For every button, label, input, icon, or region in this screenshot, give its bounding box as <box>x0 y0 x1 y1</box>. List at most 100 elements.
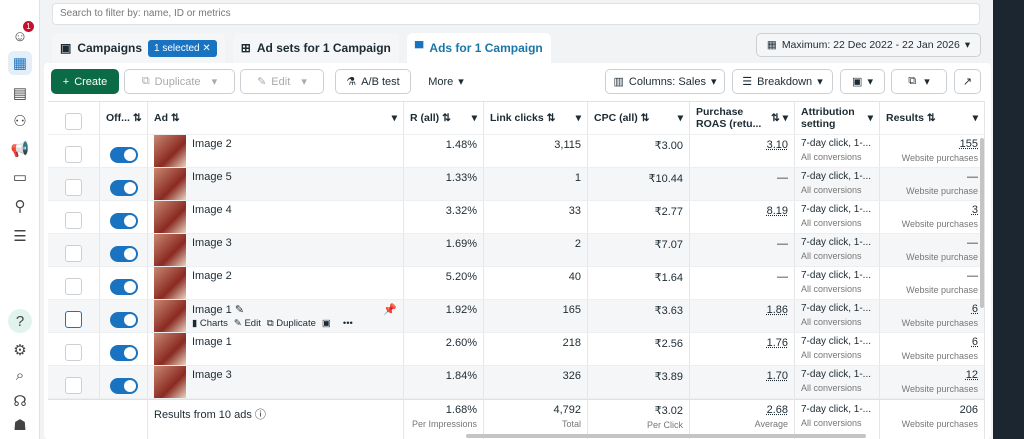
breakdown-button[interactable]: ☰ Breakdown ▾ <box>732 69 833 94</box>
chart-view-button[interactable]: ↗ <box>954 69 981 94</box>
row-checkbox[interactable] <box>65 146 82 163</box>
header-roas[interactable]: Purchase ROAS (retu... ⇅ ▾ <box>690 102 795 134</box>
value: 155 <box>959 138 978 150</box>
reports-button[interactable]: ▣ ▾ <box>840 69 885 94</box>
selected-chip[interactable]: 1 selected ✕ <box>148 39 217 57</box>
on-off-toggle[interactable] <box>109 312 138 328</box>
table-row[interactable]: Image 2 1.48% 3,115 ₹3.00 3.10 7-day cli… <box>48 135 985 168</box>
table-row[interactable]: Image 1 ✎ 📌 ▮ Charts ✎ Edit ⧉ Duplicate ▣ ••• … <box>48 300 985 333</box>
on-off-toggle[interactable] <box>109 279 138 295</box>
table-row[interactable]: Image 3 1.84% 326 ₹3.89 1.70 7-day click… <box>48 366 985 399</box>
ad-name[interactable]: Image 1 <box>192 304 232 316</box>
header-label: CPC (all) <box>594 112 638 124</box>
header-label: Attribution setting <box>801 106 855 130</box>
duplicate-button[interactable]: ⧉ Duplicate ▾ <box>124 69 235 94</box>
header-off[interactable]: Off... ⇅ <box>100 102 148 134</box>
left-nav-rail: ☺ 1 ▦ ▤ ⚇ 📢 ▭ ⚲ ☰ ? ⚙ ⌕ ☊ ☗ <box>0 0 40 439</box>
ad-name[interactable]: Image 3 <box>192 237 232 249</box>
table-icon[interactable]: ▦ <box>8 51 32 75</box>
export-button[interactable]: ⧉ ▾ <box>891 69 947 94</box>
ad-name[interactable]: Image 1 <box>192 336 232 348</box>
preview-icon[interactable]: ▣ <box>321 318 331 329</box>
duplicate-link[interactable]: ⧉ Duplicate <box>266 318 316 329</box>
table-row[interactable]: Image 1 2.60% 218 ₹2.56 1.76 7-day click… <box>48 333 985 366</box>
create-button[interactable]: + Create <box>51 69 119 94</box>
audience-icon[interactable]: ⚇ <box>13 113 27 130</box>
row-checkbox[interactable] <box>65 179 82 196</box>
header-link-clicks[interactable]: Link clicks ⇅ ▾ <box>484 102 588 134</box>
header-ad[interactable]: Ad ⇅ ▾ <box>148 102 404 134</box>
hierarchy-icon[interactable]: ⚲ <box>14 198 26 215</box>
edit-button[interactable]: ✎ Edit ▾ <box>240 69 324 94</box>
pages-icon[interactable]: ▤ <box>12 85 28 102</box>
header-ctr[interactable]: R (all) ⇅ ▾ <box>404 102 484 134</box>
tab-campaigns[interactable]: ▣ Campaigns 1 selected ✕ <box>52 33 225 63</box>
tab-ads[interactable]: ▀ Ads for 1 Campaign <box>406 33 551 63</box>
ad-name[interactable]: Image 2 <box>192 270 232 282</box>
on-off-toggle[interactable] <box>109 378 138 394</box>
info-icon[interactable]: ⓘ <box>254 409 266 421</box>
row-checkbox[interactable] <box>65 344 82 361</box>
on-off-toggle[interactable] <box>109 213 138 229</box>
select-all-checkbox[interactable] <box>65 113 82 130</box>
on-off-toggle[interactable] <box>109 147 138 163</box>
row-checkbox[interactable] <box>65 212 82 229</box>
table-row[interactable]: Image 2 5.20% 40 ₹1.64 — 7-day click, 1-… <box>48 267 985 300</box>
sub: Per Click <box>646 420 683 430</box>
ad-name[interactable]: Image 4 <box>192 204 232 216</box>
columns-button[interactable]: ▥ Columns: Sales ▾ <box>605 69 725 94</box>
support-icon[interactable]: ☊ <box>13 393 27 410</box>
ab-test-button[interactable]: ⚗ A/B test <box>335 69 411 94</box>
ad-name[interactable]: Image 5 <box>192 171 232 183</box>
ad-name-cell: Image 3 <box>148 366 404 398</box>
search-input[interactable]: Search to filter by: name, ID or metrics <box>52 3 980 25</box>
ad-thumbnail <box>154 300 186 332</box>
row-checkbox[interactable] <box>65 245 82 262</box>
value: 8.19 <box>766 205 788 217</box>
header-results[interactable]: Results ⇅ ▾ <box>880 102 985 134</box>
table-row[interactable]: Image 3 1.69% 2 ₹7.07 — 7-day click, 1-.… <box>48 234 985 267</box>
pencil-icon[interactable]: ✎ <box>234 304 245 316</box>
on-off-toggle[interactable] <box>109 345 138 361</box>
account-icon[interactable]: ☺ 1 <box>8 21 34 48</box>
breakdown-label: Breakdown <box>757 75 813 88</box>
toggle-cell <box>100 201 148 233</box>
ctr-cell: 1.69% <box>404 234 484 266</box>
more-actions-button[interactable]: ••• <box>342 318 353 329</box>
summary-spacer <box>48 400 148 439</box>
on-off-toggle[interactable] <box>109 246 138 262</box>
charts-link[interactable]: ▮ Charts <box>192 318 228 329</box>
menu-icon[interactable]: ☰ <box>13 228 27 245</box>
ctr-cell: 1.33% <box>404 168 484 200</box>
header-cpc[interactable]: CPC (all) ⇅ ▾ <box>588 102 690 134</box>
help-icon[interactable]: ? <box>8 309 32 333</box>
horizontal-scrollbar[interactable] <box>466 434 866 438</box>
edit-link[interactable]: ✎ Edit <box>233 318 261 329</box>
sub: All conversions <box>801 218 862 228</box>
more-button[interactable]: More ▾ <box>418 69 474 94</box>
tab-adsets[interactable]: ⊞ Ad sets for 1 Campaign <box>232 33 399 63</box>
bug-icon[interactable]: ☗ <box>13 417 27 434</box>
row-checkbox[interactable] <box>65 311 82 328</box>
attribution-cell: 7-day click, 1-... All conversions <box>795 333 880 365</box>
pin-icon[interactable]: 📌 <box>383 304 397 316</box>
selected-label: 1 selected <box>154 42 200 54</box>
ad-name[interactable]: Image 2 <box>192 138 232 150</box>
gear-icon[interactable]: ⚙ <box>13 342 27 359</box>
row-select-cell <box>48 366 100 398</box>
date-range-picker[interactable]: ▦ Maximum: 22 Dec 2022 - 22 Jan 2026 ▾ <box>756 33 981 57</box>
megaphone-icon[interactable]: 📢 <box>10 141 30 158</box>
table-row[interactable]: Image 5 1.33% 1 ₹10.44 — 7-day click, 1-… <box>48 168 985 201</box>
row-checkbox[interactable] <box>65 377 82 394</box>
billing-icon[interactable]: ▭ <box>12 169 28 186</box>
search-icon[interactable]: ⌕ <box>15 366 25 384</box>
table-row[interactable]: Image 4 3.32% 33 ₹2.77 8.19 7-day click,… <box>48 201 985 234</box>
value: 3 <box>971 204 978 216</box>
ad-name[interactable]: Image 3 <box>192 369 232 381</box>
value: 4,792 <box>553 404 581 416</box>
on-off-toggle[interactable] <box>109 180 138 196</box>
row-checkbox[interactable] <box>65 278 82 295</box>
vertical-scrollbar[interactable] <box>980 138 984 308</box>
attribution-cell: 7-day click, 1-... All conversions <box>795 168 880 200</box>
header-attribution[interactable]: Attribution setting ▾ <box>795 102 880 134</box>
